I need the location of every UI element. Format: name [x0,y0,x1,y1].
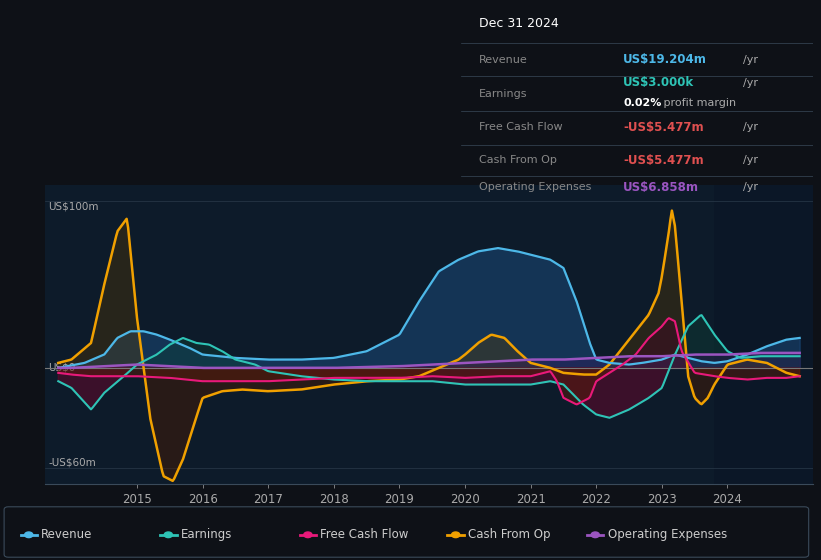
Text: Operating Expenses: Operating Expenses [479,182,591,192]
Text: Cash From Op: Cash From Op [468,528,550,542]
Text: US$100m: US$100m [48,202,99,212]
Text: Earnings: Earnings [479,88,527,99]
Text: Cash From Op: Cash From Op [479,155,557,165]
Text: US$19.204m: US$19.204m [623,53,707,66]
Bar [714,185,813,484]
Text: -US$5.477m: -US$5.477m [623,153,704,167]
Text: US$6.858m: US$6.858m [623,181,699,194]
Text: profit margin: profit margin [660,98,736,108]
Text: Revenue: Revenue [479,55,528,65]
Text: Earnings: Earnings [181,528,232,542]
Text: US$3.000k: US$3.000k [623,76,695,90]
Text: /yr: /yr [742,78,758,88]
Text: 0.02%: 0.02% [623,98,662,108]
Text: Revenue: Revenue [41,528,93,542]
Text: /yr: /yr [742,155,758,165]
Text: Operating Expenses: Operating Expenses [608,528,727,542]
Text: US$0: US$0 [48,363,76,373]
Text: /yr: /yr [742,182,758,192]
Text: -US$5.477m: -US$5.477m [623,121,704,134]
Text: -US$60m: -US$60m [48,458,96,468]
Text: /yr: /yr [742,122,758,132]
Text: Dec 31 2024: Dec 31 2024 [479,17,559,30]
Text: /yr: /yr [742,55,758,65]
Text: Free Cash Flow: Free Cash Flow [479,122,562,132]
Text: Free Cash Flow: Free Cash Flow [320,528,409,542]
